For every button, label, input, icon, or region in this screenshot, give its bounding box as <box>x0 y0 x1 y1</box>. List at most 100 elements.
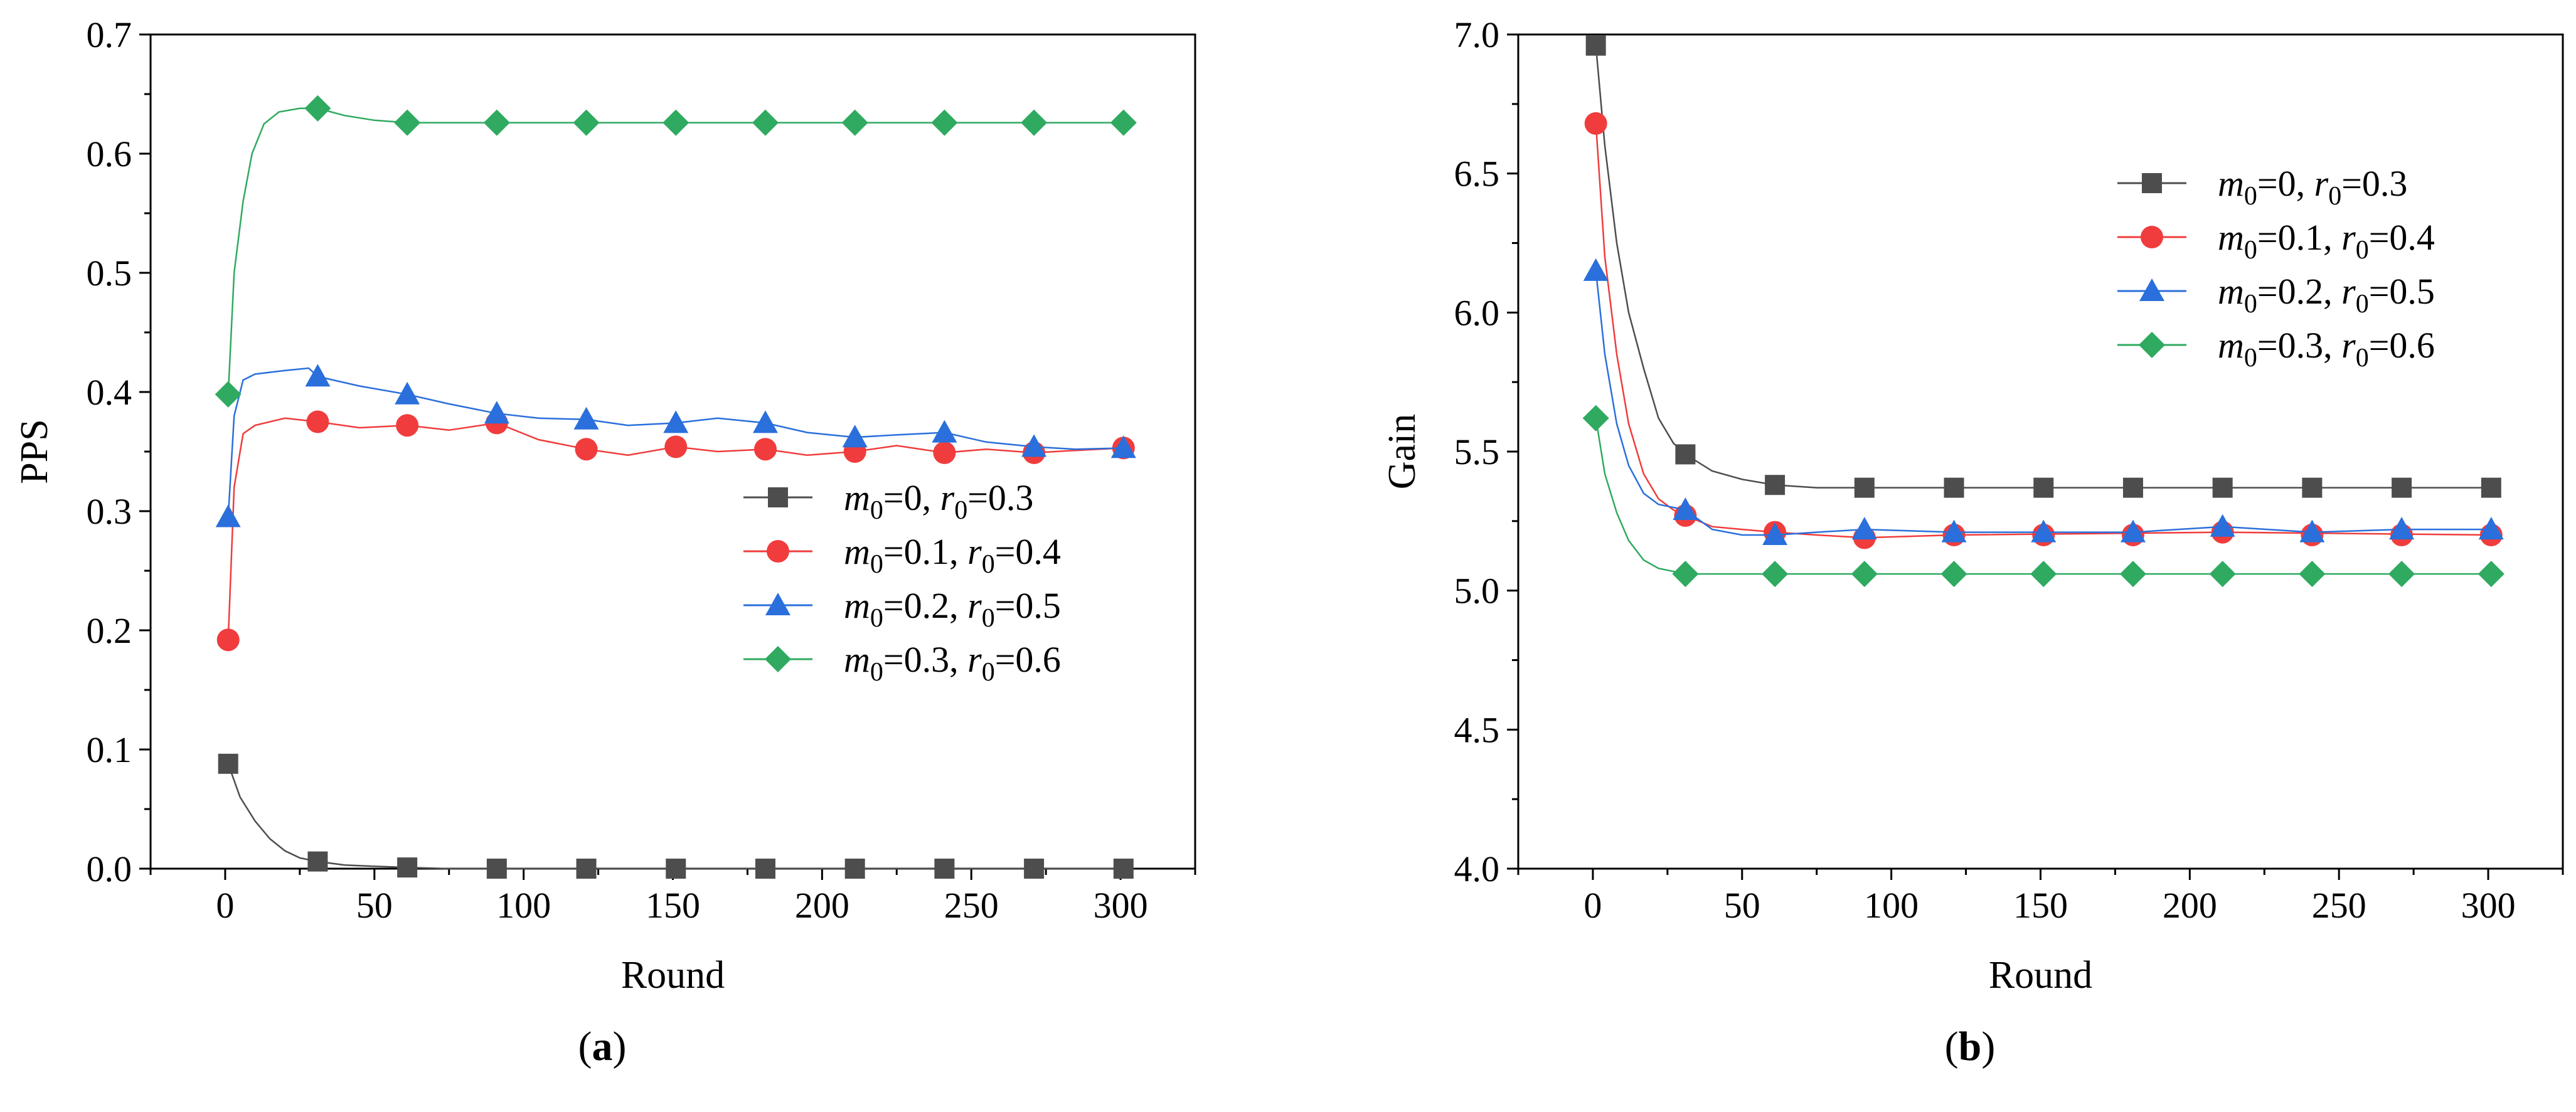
y-tick-label: 4.5 <box>1454 709 1500 750</box>
data-point <box>2388 561 2415 588</box>
series-square <box>218 753 1134 879</box>
data-point <box>394 109 421 136</box>
data-point <box>663 109 689 136</box>
data-point <box>931 109 958 136</box>
data-point <box>2033 477 2054 498</box>
x-tick-label: 250 <box>944 885 999 926</box>
data-point <box>1673 497 1698 521</box>
y-tick-label: 5.5 <box>1454 432 1500 472</box>
series-line <box>1595 123 2491 539</box>
legend-marker <box>765 593 790 615</box>
data-point <box>2299 519 2325 543</box>
data-point <box>753 438 777 461</box>
data-point <box>2302 477 2323 498</box>
plot-frame <box>1517 33 2564 870</box>
data-point <box>2212 477 2233 498</box>
data-point <box>304 95 331 122</box>
data-point <box>2209 561 2236 588</box>
y-tick-label: 6.5 <box>1454 154 1500 194</box>
series-diamond <box>1582 405 2504 588</box>
series-line <box>1595 45 2491 489</box>
data-point <box>2478 517 2504 540</box>
data-point <box>215 504 241 527</box>
x-tick-label: 50 <box>356 885 393 926</box>
x-tick-label: 250 <box>2312 885 2366 926</box>
panel-label: (a) <box>578 1024 627 1069</box>
legend-marker <box>768 487 788 507</box>
legend-marker <box>2139 278 2164 301</box>
data-point <box>1675 444 1696 465</box>
y-tick-label: 0.2 <box>87 610 132 651</box>
legend-marker <box>2139 332 2165 358</box>
data-point <box>305 364 331 387</box>
data-point <box>1582 405 1609 432</box>
data-point <box>1762 561 1789 588</box>
data-point <box>1585 35 1606 56</box>
y-tick-label: 6.0 <box>1454 292 1500 333</box>
x-tick-label: 200 <box>795 885 849 926</box>
data-point <box>1583 258 1609 281</box>
data-point <box>755 859 775 879</box>
x-tick-label: 100 <box>1864 885 1919 926</box>
data-point <box>2389 517 2415 540</box>
legend-entry: m0=0.1, r0=0.4 <box>2218 217 2435 265</box>
y-axis-label: PPS <box>13 419 56 484</box>
y-tick-label: 0.6 <box>87 134 132 174</box>
data-point <box>666 859 686 879</box>
data-point <box>1854 477 1875 498</box>
data-point <box>1944 477 1964 498</box>
data-point <box>1110 109 1137 136</box>
legend-marker <box>765 646 791 672</box>
x-tick-label: 0 <box>1583 885 1602 926</box>
data-point <box>2122 477 2143 498</box>
data-point <box>2481 477 2501 498</box>
data-point <box>1110 435 1136 458</box>
series-diamond <box>215 95 1137 408</box>
data-point <box>1851 517 1877 540</box>
series-line <box>227 107 1124 394</box>
data-point <box>573 109 600 136</box>
data-point <box>664 435 688 458</box>
data-point <box>2210 514 2235 537</box>
data-point <box>1851 561 1878 588</box>
data-point <box>1021 434 1047 457</box>
y-tick-label: 0.3 <box>87 491 132 532</box>
legend: m0=0, r0=0.3 m0=0.1, r0=0.4 m0=0.2, r0=0.5… <box>743 477 1061 687</box>
data-point <box>2030 561 2057 588</box>
data-point <box>218 753 238 774</box>
data-point <box>752 410 778 433</box>
x-tick-label: 300 <box>1094 885 1148 926</box>
data-point <box>933 441 956 464</box>
data-point <box>1941 519 1967 543</box>
x-axis-label: Round <box>621 954 725 997</box>
data-point <box>2031 519 2057 543</box>
x-tick-label: 300 <box>2461 885 2516 926</box>
panel-label: (b) <box>1945 1024 1996 1069</box>
legend-entry: m0=0.3, r0=0.6 <box>844 639 1061 687</box>
data-point <box>1113 859 1134 879</box>
x-tick-label: 100 <box>496 885 551 926</box>
data-point <box>932 420 957 443</box>
data-point <box>663 410 689 433</box>
series-triangle <box>215 364 1136 527</box>
data-point <box>576 859 597 879</box>
data-point <box>307 851 328 872</box>
data-point <box>1024 859 1045 879</box>
legend-entry: m0=0.1, r0=0.4 <box>844 531 1061 579</box>
data-point <box>573 406 599 430</box>
y-tick-label: 7.0 <box>1454 14 1500 55</box>
data-point <box>483 109 510 136</box>
data-point <box>1765 475 1786 495</box>
data-point <box>486 859 507 879</box>
legend-marker <box>2141 226 2163 248</box>
x-axis-label: Round <box>1989 954 2092 997</box>
data-point <box>215 381 242 408</box>
legend-marker <box>767 540 789 563</box>
y-tick-label: 0.1 <box>87 729 132 770</box>
x-tick-label: 200 <box>2163 885 2217 926</box>
y-tick-label: 0.4 <box>87 372 132 413</box>
legend-entry: m0=0.3, r0=0.6 <box>2218 325 2435 373</box>
series-line <box>227 763 1124 870</box>
